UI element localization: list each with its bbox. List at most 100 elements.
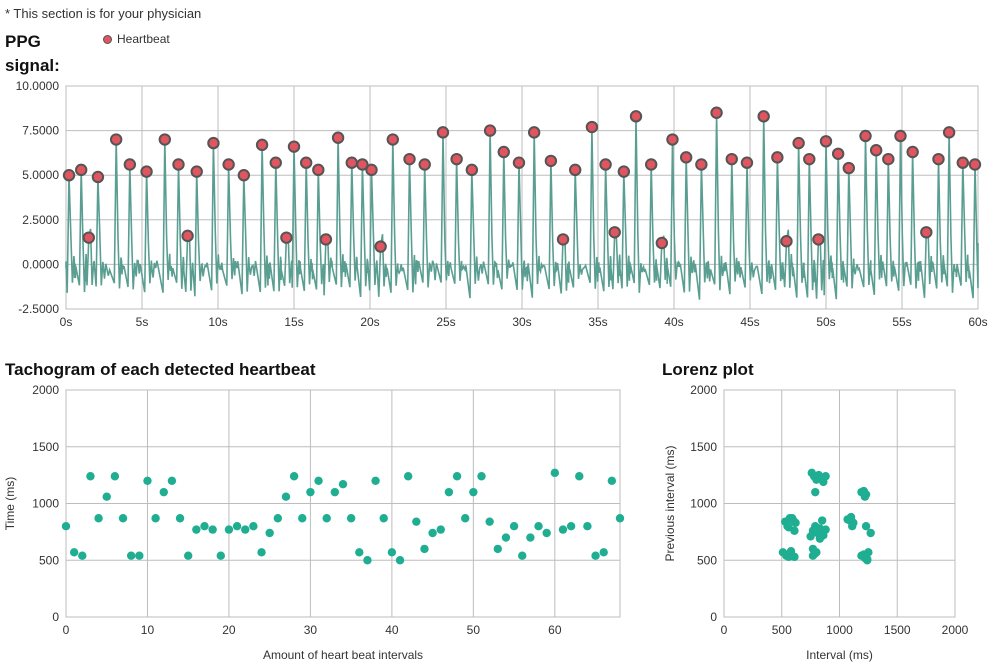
x-tick-label: 1500 — [884, 623, 911, 637]
tachogram-point — [534, 522, 543, 531]
heartbeat-marker — [418, 158, 431, 171]
y-tick-label: 7.5000 — [22, 124, 59, 138]
heartbeat-marker — [842, 161, 855, 175]
lorenz-point — [787, 514, 797, 523]
heartbeat-marker — [158, 133, 172, 146]
tachogram-point — [363, 556, 372, 565]
tachogram-point — [78, 551, 87, 560]
x-tick-label: 50 — [467, 623, 481, 637]
tachogram-point — [216, 551, 225, 560]
x-axis-label: Interval (ms) — [806, 648, 873, 662]
heartbeat-marker — [556, 233, 570, 246]
lorenz-point — [821, 525, 830, 534]
lorenz-point — [861, 522, 871, 531]
lorenz-point — [806, 532, 815, 541]
lorenz-point — [866, 528, 875, 538]
heartbeat-marker — [585, 120, 599, 134]
heartbeat-marker — [894, 129, 907, 143]
heartbeat-marker — [655, 236, 669, 250]
tachogram-point — [395, 556, 405, 565]
heartbeat-marker — [968, 158, 982, 171]
y-tick-label: 0.0000 — [22, 257, 59, 271]
x-tick-label: 20 — [222, 623, 236, 637]
x-tick-label: 40 — [385, 623, 399, 637]
heartbeat-marker — [374, 240, 387, 253]
lorenz-point — [817, 516, 827, 525]
heartbeat-marker — [386, 133, 399, 146]
tachogram-point — [265, 528, 274, 538]
heartbeat-marker — [608, 226, 621, 239]
tachogram-point — [208, 525, 217, 534]
lorenz-point — [811, 549, 820, 558]
ppg-chart: 0s 5s 10s 15s 20s 25s 30s 35s 40s 45s 50s 55s 60s -2.… — [16, 79, 988, 329]
tachogram-point — [355, 548, 364, 557]
heartbeat-marker — [695, 158, 708, 171]
x-tick-label: 1000 — [826, 623, 853, 637]
lorenz-point — [786, 546, 796, 556]
tachogram-point — [444, 487, 454, 497]
heartbeat-marker — [920, 226, 933, 239]
x-tick-label: 15s — [284, 315, 303, 329]
x-tick-label: 0 — [721, 623, 728, 637]
heartbeat-marker — [82, 231, 96, 244]
y-tick-label: 2000 — [32, 383, 59, 397]
x-tick-label: 10s — [208, 315, 227, 329]
x-tick-label: 30 — [304, 623, 318, 637]
tachogram-point — [346, 514, 356, 523]
ppg-chart-title: PPG signal: — [5, 32, 60, 75]
tachogram-point — [281, 492, 291, 501]
heartbeat-marker — [280, 231, 293, 244]
tachogram-point — [257, 548, 266, 557]
heartbeat-legend-marker — [103, 34, 112, 44]
heartbeat-marker — [287, 140, 301, 153]
heartbeat-marker — [483, 124, 497, 137]
heartbeat-marker — [740, 156, 754, 169]
heartbeat-marker — [792, 136, 805, 150]
lorenz-point — [863, 554, 872, 564]
heartbeat-marker — [331, 131, 345, 144]
x-tick-label: 45s — [740, 315, 759, 329]
heartbeat-marker — [679, 151, 693, 164]
tachogram-point — [110, 472, 120, 481]
tachogram-point — [428, 528, 437, 538]
x-tick-label: 20s — [360, 315, 379, 329]
heartbeat-marker — [617, 165, 631, 178]
x-tick-label: 50s — [816, 315, 835, 329]
tachogram-point — [289, 472, 299, 481]
tachogram-point — [102, 492, 111, 501]
tachogram-point — [184, 551, 193, 560]
heartbeat-marker — [62, 169, 76, 182]
tachogram-point — [118, 514, 128, 523]
heartbeat-marker — [942, 126, 956, 139]
heartbeat-marker — [569, 163, 582, 177]
heartbeat-marker — [465, 163, 479, 177]
heartbeat-marker — [819, 135, 833, 148]
heartbeat-marker — [109, 133, 123, 146]
heartbeat-marker — [91, 170, 105, 184]
y-tick-label: 2.5000 — [22, 213, 59, 227]
heartbeat-marker — [403, 152, 416, 166]
tachogram-point — [192, 525, 201, 534]
heartbeat-marker — [207, 136, 220, 150]
x-tick-label: 0s — [60, 315, 73, 329]
heartbeat-marker — [319, 233, 333, 246]
x-tick-label: 35s — [588, 315, 607, 329]
tachogram-point — [200, 522, 209, 531]
ppg-legend[interactable]: Heartbeat — [103, 32, 170, 46]
tachogram-point — [485, 517, 494, 526]
tachogram-chart-title: Tachogram of each detected heartbeat — [5, 360, 316, 379]
lorenz-point — [821, 472, 830, 481]
x-tick-label: 0 — [63, 623, 70, 637]
y-tick-label: 1000 — [690, 497, 717, 511]
heartbeat-marker — [771, 151, 784, 164]
tachogram-point — [403, 472, 413, 481]
heartbeat-marker — [666, 133, 679, 146]
tachogram-chart: 0 10 20 30 40 50 60 0 500 1000 1500 2000 Amount of h… — [3, 383, 625, 662]
heartbeat-marker — [932, 152, 945, 166]
heartbeat-marker — [255, 138, 269, 152]
tachogram-point — [379, 514, 388, 523]
heartbeat-marker — [172, 158, 185, 171]
x-tick-label: 2000 — [942, 623, 969, 637]
heartbeat-marker — [365, 163, 378, 177]
